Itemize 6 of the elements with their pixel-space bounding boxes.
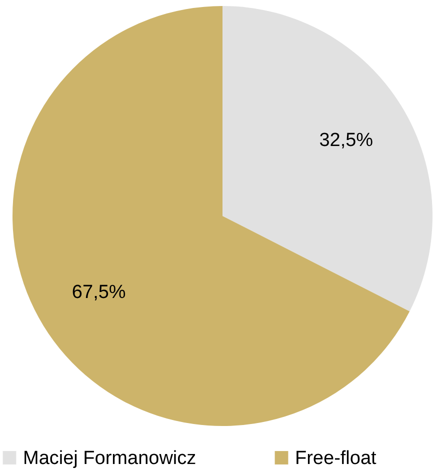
- data-label: 32,5%: [319, 130, 374, 152]
- legend-label: Free-float: [295, 448, 378, 469]
- data-label: 67,5%: [72, 282, 126, 303]
- legend-label: Maciej Formanowicz: [23, 448, 196, 469]
- pie-slice: [222, 6, 432, 312]
- pie-slice: [12, 6, 410, 426]
